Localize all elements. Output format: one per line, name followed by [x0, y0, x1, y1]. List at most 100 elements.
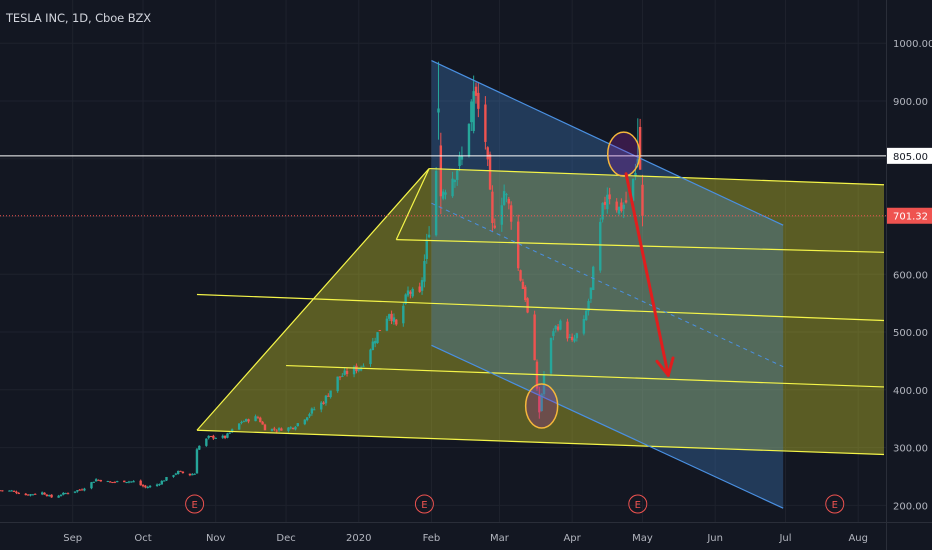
candle-body: [638, 126, 642, 170]
candle-body: [420, 280, 424, 291]
candle-body: [165, 477, 168, 481]
candle-body: [373, 340, 377, 344]
candle-body: [636, 158, 639, 165]
candle-body: [313, 409, 316, 411]
candle-body: [322, 402, 325, 404]
candle-body: [634, 173, 637, 177]
candle-body: [453, 179, 457, 183]
price-badge: [887, 147, 932, 164]
candle-body: [0, 490, 2, 492]
candle-body: [10, 490, 13, 492]
candle-body: [92, 481, 95, 483]
candle-body: [193, 473, 196, 475]
candle-body: [303, 419, 307, 425]
candle-body: [214, 437, 217, 439]
candle-body: [320, 402, 323, 410]
candle-body: [524, 286, 527, 301]
candle-body: [376, 332, 379, 343]
candle-body: [641, 184, 644, 216]
time-tick-label: Jun: [706, 533, 723, 544]
candle-body: [341, 375, 344, 377]
candle-body: [392, 317, 396, 322]
candle-body: [191, 474, 194, 476]
candle-body: [62, 492, 65, 495]
grid: [0, 0, 886, 522]
candle-body: [502, 191, 506, 205]
channel-upper-line: [431, 59, 784, 226]
candle-body: [111, 482, 114, 484]
candle-body: [24, 493, 27, 496]
time-tick-label: Jul: [778, 533, 791, 544]
pitchfork-fill: [196, 168, 884, 455]
candle-body: [254, 416, 257, 422]
candle-body: [94, 479, 98, 482]
candle-body: [1, 490, 4, 492]
candle-body: [369, 349, 372, 365]
candle-body: [451, 178, 454, 197]
candle-body: [582, 319, 586, 334]
price-tick-label: 600.00: [893, 270, 928, 281]
candle-body: [310, 408, 314, 414]
earnings-marker: [628, 494, 648, 514]
candle-body: [327, 395, 330, 397]
candle-body: [517, 221, 520, 269]
candle-body: [31, 494, 35, 496]
candle-body: [33, 493, 37, 495]
candle-body: [83, 488, 86, 491]
candle-body: [43, 492, 46, 495]
candle-body: [195, 449, 199, 474]
candle-body: [526, 298, 529, 313]
channel-fill: [431, 60, 784, 509]
price-tick-label: 200.00: [893, 501, 928, 512]
candle-body: [395, 319, 398, 325]
candle-body: [273, 428, 276, 430]
candle-body: [601, 203, 604, 220]
candle-body: [228, 432, 231, 434]
candle-body: [237, 423, 241, 430]
candle-body: [556, 326, 560, 330]
earnings-marker-label: E: [832, 500, 838, 511]
highlight-circle: [524, 383, 559, 429]
earnings-marker-label: E: [635, 500, 641, 511]
candle-body: [622, 204, 625, 209]
time-tick-label: Feb: [423, 533, 441, 544]
candle-body: [155, 484, 159, 486]
price-badge-label: 701.32: [893, 212, 928, 223]
candle-body: [123, 480, 126, 483]
candle-body: [549, 337, 553, 374]
candle-body: [245, 419, 248, 422]
time-axis: E E E E Sep Oct Nov Dec 2020 Feb Mar Apr May Jun Jul Au…: [0, 494, 932, 544]
candle-body: [109, 481, 112, 483]
candle-body: [179, 470, 182, 472]
candle-body: [280, 428, 283, 431]
candle-body: [484, 104, 487, 142]
price-badge: [887, 207, 932, 224]
time-tick-label: Sep: [63, 533, 82, 544]
candle-body: [540, 393, 543, 412]
candle-body: [338, 376, 342, 378]
candle-body: [97, 479, 100, 481]
candle-body: [589, 287, 593, 299]
candle-body: [343, 370, 346, 375]
candle-body: [568, 336, 571, 338]
candle-body: [570, 336, 574, 341]
candle-body: [554, 325, 557, 330]
candle-body: [620, 202, 623, 211]
candle-body: [139, 480, 142, 486]
candle-body: [585, 310, 588, 321]
candle-body: [603, 201, 607, 205]
candle-body: [259, 417, 262, 423]
candle-body: [418, 286, 421, 292]
candle-body: [296, 423, 299, 427]
earnings-marker: [414, 494, 434, 514]
candle-body: [456, 170, 459, 180]
candle-body: [207, 435, 210, 438]
candle-body: [434, 170, 438, 236]
candle-body: [308, 414, 311, 417]
candle-body: [141, 484, 145, 487]
pitchfork-handle: [196, 168, 430, 431]
candle-body: [608, 194, 611, 200]
chart-title: TESLA INC, 1D, Cboe BZX: [6, 11, 152, 25]
candle-body: [15, 491, 18, 493]
